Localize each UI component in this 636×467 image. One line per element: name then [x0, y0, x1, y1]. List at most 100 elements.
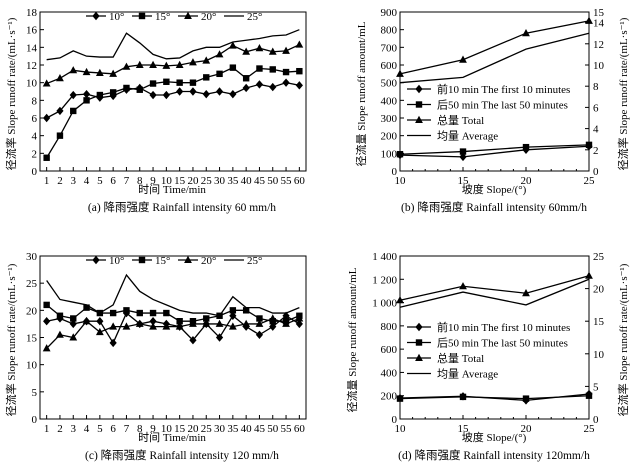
- chart-d-legend: 前10 min The first 10 minutes 后50 min The …: [407, 320, 570, 381]
- chart-c-series-0: [43, 308, 303, 348]
- chart-b-xtick-label: 15: [458, 175, 470, 187]
- chart-c-series-3-line: [46, 273, 300, 317]
- chart-b-series-1: [396, 141, 593, 158]
- chart-c-series-1-point: [229, 307, 237, 314]
- chart-a-series-1-point: [216, 70, 223, 78]
- chart-c-series-0-point: [269, 322, 277, 331]
- chart-a-xtick-label: 4: [84, 175, 90, 187]
- chart-a-series-2-point: [202, 56, 211, 64]
- chart-d-legend-label: 总量 Total: [437, 351, 484, 365]
- chart-b-ytick-label: 100: [381, 148, 398, 160]
- chart-a-ytick-label: 14: [26, 42, 38, 54]
- chart-a-series-0-point: [149, 90, 157, 100]
- chart-a-legend-marker: [184, 11, 192, 19]
- chart-c-legend: 10° 15° 20° 25°: [86, 255, 262, 267]
- chart-c-ytick-label: 0: [32, 414, 38, 426]
- chart-b-xlabel: 坡度 Slope/(°): [462, 182, 527, 196]
- chart-a-xtick-label: 6: [110, 175, 116, 187]
- chart-c-xtick-label: 8: [137, 423, 143, 435]
- chart-c-series-2-point: [189, 319, 197, 327]
- chart-c-legend-marker: [184, 255, 192, 263]
- chart-d-legend-marker: [415, 322, 423, 332]
- chart-c-series-0-point: [255, 330, 264, 339]
- chart-d-series-2-line: [399, 275, 590, 301]
- chart-b-xtick-label: 10: [395, 175, 407, 187]
- chart-d-series-2-point: [522, 289, 530, 297]
- chart-a-series-2-point: [162, 61, 171, 69]
- chart-b-series-2-point: [585, 16, 593, 24]
- chart-d-xtick-label: 20: [521, 423, 533, 435]
- chart-c-xtick-label: 20: [187, 423, 199, 435]
- chart-c-series-2-point: [69, 333, 78, 341]
- chart-b-legend-marker: [415, 84, 423, 94]
- chart-a-xtick-label: 50: [267, 175, 279, 187]
- chart-a-xtick-label: 20: [187, 175, 199, 187]
- chart-a-series-2-point: [149, 60, 157, 68]
- chart-c-series-2-point: [242, 319, 251, 327]
- chart-c-series-1-point: [43, 301, 50, 309]
- chart-b-y2tick-label: 8: [593, 81, 599, 93]
- chart-a-legend-label: 20°: [201, 11, 216, 23]
- chart-d-legend-item: 前10 min The first 10 minutes: [407, 320, 570, 334]
- chart-c-xtick-label: 15: [174, 423, 186, 435]
- chart-b-xtick-label: 25: [584, 175, 596, 187]
- chart-b-series-0: [396, 142, 593, 162]
- chart-a-series-1-point: [242, 75, 250, 82]
- chart-c-legend-label: 15°: [155, 255, 170, 267]
- chart-c-series-2-point: [82, 317, 91, 325]
- chart-c-series-2-point: [149, 322, 157, 330]
- chart-a-series-1-point: [70, 107, 77, 115]
- chart-a-series-1-point: [163, 78, 170, 85]
- chart-a-series-0-point: [43, 113, 51, 123]
- chart-c-ytick-label: 15: [26, 333, 38, 345]
- chart-c-ylabel: 径流率 Slope runoff rate/(mL·s⁻¹): [4, 263, 18, 416]
- chart-c-ytick-label: 25: [26, 278, 38, 290]
- chart-b-series-1-point: [396, 151, 404, 158]
- chart-c-xtick-label: 55: [281, 423, 293, 435]
- chart-c-series-2-point: [162, 322, 171, 330]
- chart-b-ytick-label: 800: [381, 25, 398, 37]
- chart-b-ytick-label: 900: [381, 7, 398, 19]
- chart-a-xtick-label: 25: [201, 175, 213, 187]
- chart-b-legend-item: 后50 min The last 50 minutes: [407, 99, 568, 112]
- chart-b-frame: [399, 11, 590, 172]
- chart-a-series-2-point: [282, 46, 290, 54]
- chart-a-xtick-label: 35: [227, 175, 239, 187]
- chart-c-xtick-label: 60: [294, 423, 306, 435]
- chart-a-legend-label: 15°: [155, 11, 170, 23]
- chart-a-series-1-point: [96, 91, 104, 99]
- chart-a-legend-marker: [92, 11, 100, 21]
- chart-c-series-1-point: [149, 309, 157, 317]
- chart-d-ytick-label: 1 000: [372, 298, 397, 310]
- chart-a-legend-label: 25°: [247, 11, 262, 23]
- chart-c-series-0-point: [69, 319, 77, 329]
- chart-a-xtick-label: 9: [150, 175, 156, 187]
- chart-b-series-2-line: [399, 20, 590, 75]
- chart-c-series-2-point: [42, 344, 51, 352]
- chart-a-series-2-point: [69, 66, 78, 74]
- chart-a-series-3: [46, 29, 300, 61]
- chart-b-series-1-point: [522, 143, 530, 151]
- chart-c-xtick-label: 30: [214, 423, 226, 435]
- chart-c-legend-marker: [92, 255, 100, 265]
- chart-b-legend-marker: [415, 101, 423, 108]
- chart-c-xtick-label: 2: [57, 423, 63, 435]
- chart-d-xtick-label: 10: [395, 423, 407, 435]
- chart-a-series-1-point: [109, 89, 117, 96]
- chart-c-series-2-point: [122, 322, 131, 330]
- chart-a-caption: (a) 降雨强度 Rainfall intensity 60 mm/h: [88, 200, 276, 214]
- chart-d-legend-marker: [415, 339, 423, 346]
- chart-a-series-0-point: [229, 89, 237, 99]
- chart-a-series-1-point: [83, 97, 90, 104]
- chart-b-legend-label: 后50 min The last 50 minutes: [437, 99, 568, 112]
- chart-a-legend-item: 10°: [86, 11, 124, 23]
- chart-a-legend-item: 20°: [178, 11, 216, 23]
- chart-a-ytick-label: 12: [26, 60, 37, 72]
- chart-c-series-1-point: [70, 315, 77, 322]
- chart-c-series-2-point: [215, 319, 224, 327]
- chart-a-series-1: [43, 64, 303, 161]
- chart-c-series-2-point: [255, 319, 264, 327]
- chart-d-ylabel: 径流量 Slope runoff amount/mL: [345, 267, 359, 412]
- chart-a-xtick-label: 60: [294, 175, 306, 187]
- chart-c-series-2-point: [175, 322, 184, 330]
